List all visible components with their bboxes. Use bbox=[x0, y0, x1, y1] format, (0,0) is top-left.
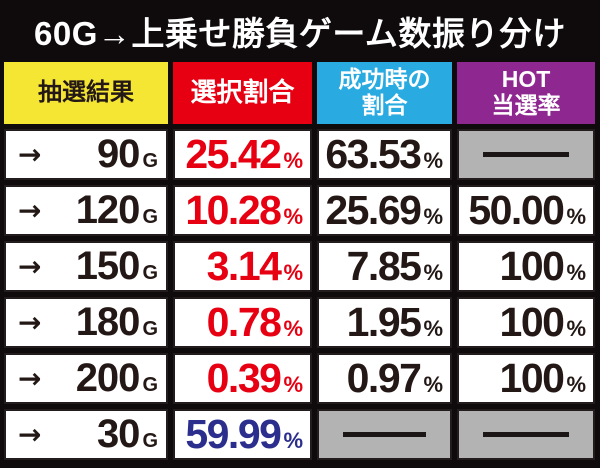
cell-selection-ratio: 3.14 % bbox=[173, 241, 312, 292]
percent-sign: % bbox=[283, 316, 303, 341]
percent-value: 25.42 % bbox=[185, 131, 303, 177]
percent-value: 25.69 % bbox=[325, 187, 443, 233]
percent-sign: % bbox=[283, 372, 303, 397]
percent-sign: % bbox=[566, 372, 586, 397]
percent-sign: % bbox=[566, 260, 586, 285]
column-header-label-line2: 当選率 bbox=[491, 92, 561, 118]
percent-value: 100 % bbox=[499, 355, 586, 401]
cell-success-ratio: 0.97 % bbox=[317, 353, 452, 404]
games-unit: G bbox=[142, 318, 158, 340]
arrow-icon: → bbox=[18, 138, 42, 171]
cell-selection-ratio: 0.78 % bbox=[173, 297, 312, 348]
cell-selection-ratio: 10.28 % bbox=[173, 185, 312, 236]
games-value: 90 G bbox=[96, 132, 158, 176]
no-value-dash bbox=[483, 152, 569, 157]
percent-value: 0.97 % bbox=[346, 355, 443, 401]
column-header-label: 選択割合 bbox=[190, 77, 295, 108]
column-header-label-line1: 成功時の bbox=[338, 66, 431, 93]
games-value: 30 G bbox=[96, 412, 158, 456]
cell-hot-rate: 50.00 % bbox=[457, 185, 595, 236]
cell-success-ratio: 63.53 % bbox=[317, 129, 452, 180]
no-value-dash bbox=[342, 432, 427, 437]
cell-selection-ratio: 0.39 % bbox=[173, 353, 312, 404]
games-unit: G bbox=[142, 150, 158, 172]
column-header-label-line1: HOT bbox=[501, 66, 551, 93]
cell-success-ratio: 7.85 % bbox=[317, 241, 452, 292]
cell-result: → 90 G bbox=[4, 129, 168, 180]
percent-sign: % bbox=[566, 316, 586, 341]
percent-value: 10.28 % bbox=[185, 187, 303, 233]
cell-hot-rate-empty bbox=[457, 129, 595, 180]
percent-value: 3.14 % bbox=[206, 243, 303, 289]
percent-sign: % bbox=[423, 148, 443, 173]
percent-sign: % bbox=[283, 204, 303, 229]
percent-sign: % bbox=[283, 148, 303, 173]
percent-value: 100 % bbox=[499, 243, 586, 289]
percent-sign: % bbox=[423, 316, 443, 341]
percent-value: 0.78 % bbox=[206, 299, 303, 345]
column-header-lottery-result: 抽選結果 bbox=[4, 62, 168, 124]
games-value: 150 G bbox=[75, 244, 158, 288]
arrow-icon: → bbox=[18, 306, 42, 339]
arrow-icon: → bbox=[18, 418, 42, 451]
cell-hot-rate: 100 % bbox=[457, 297, 595, 348]
no-value-dash bbox=[483, 432, 569, 437]
percent-value: 50.00 % bbox=[468, 187, 586, 233]
arrow-icon: → bbox=[18, 194, 42, 227]
distribution-table: 抽選結果 選択割合 成功時の 割合 HOT 当選率 → 90 G 25.42 % bbox=[0, 62, 600, 464]
percent-value: 1.95 % bbox=[346, 299, 443, 345]
games-unit: G bbox=[142, 430, 158, 452]
percent-value: 63.53 % bbox=[325, 131, 443, 177]
column-header-label: 抽選結果 bbox=[38, 78, 134, 106]
cell-hot-rate: 100 % bbox=[457, 353, 595, 404]
cell-result: → 180 G bbox=[4, 297, 168, 348]
percent-sign: % bbox=[566, 204, 586, 229]
arrow-icon: → bbox=[18, 362, 42, 395]
percent-sign: % bbox=[423, 260, 443, 285]
cell-result: → 30 G bbox=[4, 409, 168, 460]
cell-result: → 200 G bbox=[4, 353, 168, 404]
cell-success-ratio-empty bbox=[317, 409, 452, 460]
games-unit: G bbox=[142, 262, 158, 284]
cell-hot-rate: 100 % bbox=[457, 241, 595, 292]
percent-value: 59.99 % bbox=[185, 411, 303, 457]
games-value: 200 G bbox=[75, 356, 158, 400]
column-header-label-line2: 割合 bbox=[361, 92, 408, 118]
cell-result: → 120 G bbox=[4, 185, 168, 236]
cell-hot-rate-empty bbox=[457, 409, 595, 460]
percent-sign: % bbox=[423, 372, 443, 397]
percent-value: 100 % bbox=[499, 299, 586, 345]
column-header-success-ratio: 成功時の 割合 bbox=[317, 62, 452, 124]
games-value: 120 G bbox=[75, 188, 158, 232]
cell-success-ratio: 25.69 % bbox=[317, 185, 452, 236]
column-header-selection-ratio: 選択割合 bbox=[173, 62, 312, 124]
page-title: 60G→上乗せ勝負ゲーム数振り分け bbox=[34, 15, 566, 52]
column-header-hot-rate: HOT 当選率 bbox=[457, 62, 595, 124]
percent-sign: % bbox=[283, 428, 303, 453]
games-unit: G bbox=[142, 206, 158, 228]
games-unit: G bbox=[142, 374, 158, 396]
percent-value: 0.39 % bbox=[206, 355, 303, 401]
cell-selection-ratio: 25.42 % bbox=[173, 129, 312, 180]
cell-success-ratio: 1.95 % bbox=[317, 297, 452, 348]
cell-selection-ratio: 59.99 % bbox=[173, 409, 312, 460]
percent-sign: % bbox=[283, 260, 303, 285]
cell-result: → 150 G bbox=[4, 241, 168, 292]
percent-value: 7.85 % bbox=[346, 243, 443, 289]
percent-sign: % bbox=[423, 204, 443, 229]
games-value: 180 G bbox=[75, 300, 158, 344]
arrow-icon: → bbox=[18, 250, 42, 283]
